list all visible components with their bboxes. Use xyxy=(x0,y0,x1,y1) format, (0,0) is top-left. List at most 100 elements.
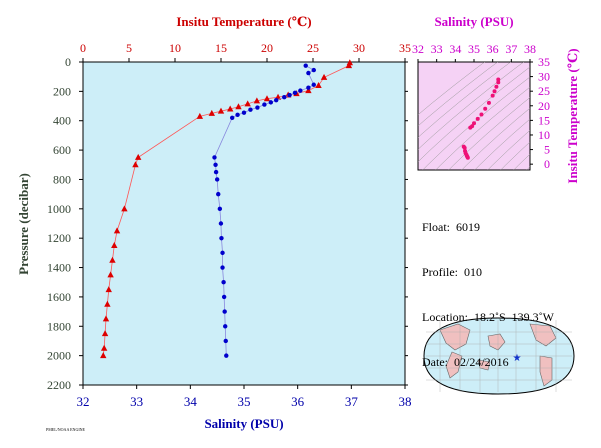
temperature-tick-label: 5 xyxy=(126,41,132,55)
temperature-point xyxy=(100,352,107,359)
density-contour xyxy=(461,107,530,170)
ts-salinity-tick-label: 37 xyxy=(505,42,517,56)
salinity-point xyxy=(222,309,227,314)
map-gridlines xyxy=(426,320,572,392)
pressure-axis-label: Pressure (decibar) xyxy=(16,173,31,275)
ts-point xyxy=(472,121,476,126)
salinity-point xyxy=(306,85,311,90)
ts-temperature-tick-label: 35 xyxy=(538,55,550,69)
density-contour xyxy=(418,62,511,138)
salinity-point xyxy=(221,280,226,285)
pressure-tick-label: 1800 xyxy=(47,319,71,333)
temperature-point xyxy=(100,344,108,351)
salinity-axis-ticks: 32 33 34 35 36 37 38 xyxy=(77,385,412,409)
temperature-tick-label: 20 xyxy=(261,41,273,55)
salinity-point xyxy=(235,112,240,118)
temperature-point xyxy=(305,87,312,94)
ts-temperature-tick-label: 30 xyxy=(538,70,550,84)
salinity-point xyxy=(214,177,220,182)
salinity-tick-label: 34 xyxy=(184,394,198,409)
temperature-tick-label: 10 xyxy=(169,41,181,55)
ts-point xyxy=(490,93,495,98)
float-id: Float: 6019 xyxy=(422,220,481,234)
pressure-tick-label: 0 xyxy=(65,55,71,69)
landmass xyxy=(445,351,463,379)
landmass xyxy=(529,323,557,347)
salinity-point xyxy=(306,70,311,76)
pressure-tick-label: 1400 xyxy=(47,261,71,275)
ts-series xyxy=(461,77,501,160)
ts-point xyxy=(496,77,501,82)
pressure-tick-label: 1000 xyxy=(47,202,71,216)
landmass xyxy=(477,359,491,371)
temperature-axis-label: Insitu Temperature (℃) xyxy=(176,14,311,29)
temperature-point xyxy=(135,153,142,160)
salinity-point xyxy=(268,100,274,105)
density-contour xyxy=(418,62,485,116)
temperature-point xyxy=(105,286,112,293)
salinity-point xyxy=(217,206,223,212)
salinity-point xyxy=(224,353,229,358)
density-contour xyxy=(418,66,530,163)
ts-salinity-tick-label: 34 xyxy=(449,42,461,56)
ts-point xyxy=(475,116,480,121)
pressure-tick-label: 200 xyxy=(53,84,71,98)
credit-text: PMEL/NOAA ENGINE xyxy=(46,427,86,432)
temperature-point xyxy=(196,112,204,119)
location-map: ★ xyxy=(423,317,575,395)
ts-point xyxy=(479,112,484,117)
temperature-point xyxy=(107,271,114,278)
temperature-point xyxy=(345,62,353,69)
pressure-tick-label: 1200 xyxy=(47,231,71,245)
salinity-axis-label: Salinity (PSU) xyxy=(204,416,283,431)
salinity-point xyxy=(255,105,260,110)
ts-point xyxy=(468,125,473,130)
ts-salinity-tick-label: 32 xyxy=(412,42,424,56)
temperature-point xyxy=(121,205,128,212)
density-contour xyxy=(418,62,498,127)
temperature-point xyxy=(315,81,322,88)
ts-salinity-tick-label: 33 xyxy=(431,42,443,56)
temperature-tick-label: 15 xyxy=(215,41,227,55)
salinity-point xyxy=(220,265,225,270)
temperature-tick-label: 35 xyxy=(399,41,411,55)
pressure-tick-label: 2200 xyxy=(47,378,71,392)
location: Location: 18.2˚S 139.3˚W xyxy=(422,310,554,324)
salinity-point xyxy=(282,95,287,100)
temperature-point xyxy=(244,100,251,107)
main-plot-background xyxy=(82,61,406,386)
pressure-tick-label: 600 xyxy=(53,143,71,157)
salinity-point xyxy=(212,155,217,160)
pressure-tick-label: 400 xyxy=(53,114,71,128)
pressure-axis-ticks: 0 200 400 600 800 1000 1200 1400 1600 1800 2000 220… xyxy=(47,55,408,392)
ts-temperature-tick-label: 5 xyxy=(544,143,550,157)
ts-point xyxy=(492,89,497,94)
temperature-point xyxy=(320,73,328,80)
map-landmasses xyxy=(439,323,557,387)
temperature-point xyxy=(132,161,139,168)
density-contour xyxy=(513,153,530,170)
salinity-tick-label: 35 xyxy=(238,394,251,409)
ts-salinity-tick-label: 36 xyxy=(487,42,499,56)
salinity-point xyxy=(303,63,308,68)
ts-temperature-label: Insitu Temperature (℃) xyxy=(565,48,580,183)
ts-temperature-tick-label: 25 xyxy=(538,84,550,98)
salinity-tick-label: 33 xyxy=(130,394,143,409)
float-location-marker: ★ xyxy=(513,353,522,364)
salinity-tick-label: 38 xyxy=(399,394,412,409)
density-contour xyxy=(487,129,530,170)
ts-point xyxy=(483,106,488,111)
density-contour xyxy=(448,97,530,170)
salinity-point xyxy=(292,90,298,96)
salinity-point xyxy=(213,162,218,167)
temperature-point xyxy=(217,107,225,114)
salinity-tick-label: 37 xyxy=(345,394,359,409)
ts-temperature-tick-label: 20 xyxy=(538,99,550,113)
salinity-point xyxy=(298,88,303,93)
pressure-tick-label: 800 xyxy=(53,172,71,186)
salinity-point xyxy=(213,169,219,175)
temperature-point xyxy=(111,242,118,249)
temperature-point xyxy=(104,300,111,307)
salinity-tick-label: 36 xyxy=(291,394,305,409)
